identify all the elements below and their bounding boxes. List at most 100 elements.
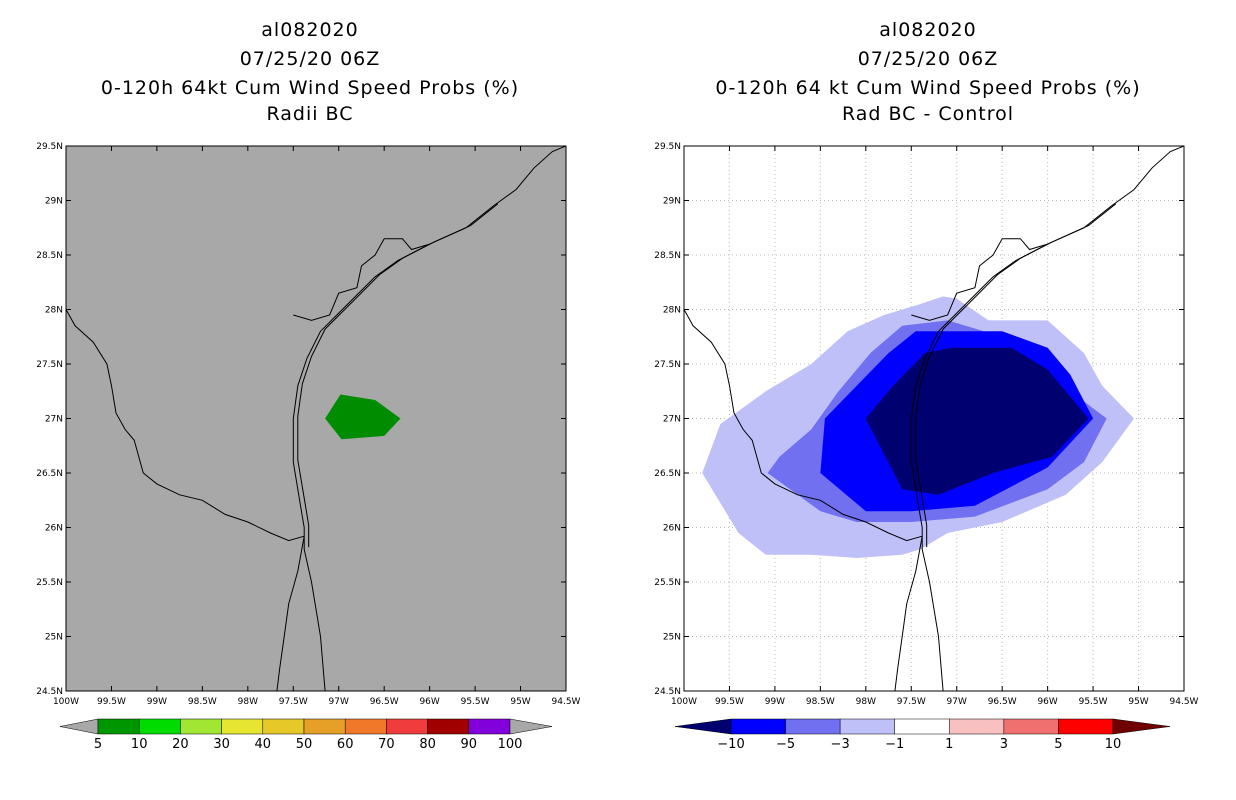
colorbar-label: −3: [831, 737, 850, 752]
x-tick-label: 96W: [419, 697, 439, 707]
colorbar-label: 20: [172, 737, 189, 752]
contour-region: [865, 347, 1089, 495]
left-title-datetime: 07/25/20 06Z: [239, 48, 381, 70]
x-tick-label: 94.5W: [1170, 697, 1199, 707]
colorbar-start-triangle: [59, 718, 99, 735]
x-tick-label: 95W: [1128, 697, 1148, 707]
colorbar-label: 70: [378, 737, 395, 752]
colorbar-label: 40: [255, 737, 272, 752]
y-tick-label: 24.5N: [36, 687, 63, 697]
y-tick-label: 29.5N: [654, 142, 681, 152]
coastline: [276, 536, 305, 691]
colorbar-label: 5: [94, 737, 102, 752]
x-tick-label: 97.5W: [897, 697, 926, 707]
colorbar-label: 3: [1000, 737, 1008, 752]
x-tick-label: 97.5W: [279, 697, 308, 707]
x-tick-label: 96.5W: [988, 697, 1017, 707]
contour-group: [702, 296, 1134, 558]
colorbar-label: 100: [498, 737, 523, 752]
x-tick-label: 96.5W: [370, 697, 399, 707]
colorbar-swatch: [1003, 718, 1059, 735]
y-tick-label: 29.5N: [36, 142, 63, 152]
coastline: [910, 146, 1184, 691]
x-tick-label: 98W: [856, 697, 876, 707]
y-tick-label: 26N: [663, 524, 681, 534]
colorbar-label: 30: [213, 737, 230, 752]
colorbar-label: 10: [131, 737, 148, 752]
x-tick-label: 99W: [765, 697, 785, 707]
y-tick-label: 27.5N: [36, 360, 63, 370]
right-title-product: 0-120h 64 kt Cum Wind Speed Probs (%): [715, 77, 1141, 99]
colorbar-swatch: [949, 718, 1005, 735]
colorbar-label: 80: [419, 737, 436, 752]
contour-group: [325, 394, 401, 440]
y-tick-label: 25.5N: [36, 578, 63, 588]
barrier-island: [297, 203, 499, 548]
left-title-product: 0-120h 64kt Cum Wind Speed Probs (%): [100, 77, 520, 99]
y-tick-label: 28.5N: [654, 251, 681, 261]
y-tick-label: 25.5N: [654, 578, 681, 588]
y-tick-label: 27N: [45, 415, 63, 425]
colorbar-swatch: [138, 718, 181, 735]
coastline: [894, 536, 923, 691]
colorbar-label: −10: [717, 737, 744, 752]
x-tick-label: 94.5W: [552, 697, 581, 707]
border-line: [684, 309, 923, 542]
right-title-storm-id: al082020: [879, 19, 977, 41]
x-tick-label: 97W: [947, 697, 967, 707]
colorbar-end-triangle: [509, 718, 553, 735]
colorbar-swatch: [97, 718, 140, 735]
colorbar-label: 90: [461, 737, 478, 752]
y-tick-label: 25N: [45, 633, 63, 643]
coastline: [911, 238, 1048, 321]
colorbar-swatch: [221, 718, 264, 735]
colorbar-swatch: [894, 718, 950, 735]
colorbar-start-triangle: [674, 718, 732, 735]
x-tick-label: 97W: [329, 697, 349, 707]
left-title-storm-id: al082020: [261, 19, 359, 41]
colorbar-label: −1: [885, 737, 904, 752]
right-difference-map: 100W 99.5W 99W 98.5W 98W 97.5W 97W 96.5W 96W 95.5…: [654, 142, 1199, 752]
y-tick-label: 24.5N: [654, 687, 681, 697]
y-tick-label: 27.5N: [654, 360, 681, 370]
colorbar-swatch: [427, 718, 470, 735]
y-tick-label: 26N: [45, 524, 63, 534]
right-title-block: al082020 07/25/20 06Z 0-120h 64 kt Cum W…: [668, 16, 1188, 129]
colorbar-swatch: [1058, 718, 1114, 735]
barrier-island: [915, 203, 1117, 548]
left-title-subtitle: Radii BC: [266, 103, 354, 125]
colorbar-swatch: [839, 718, 895, 735]
x-tick-label: 98.5W: [806, 697, 835, 707]
colorbar-swatch: [303, 718, 346, 735]
colorbar-swatch: [386, 718, 428, 735]
colorbar-label: 60: [337, 737, 354, 752]
x-tick-label: 98.5W: [188, 697, 217, 707]
colorbar-label: 5: [1054, 737, 1062, 752]
x-tick-label: 95.5W: [461, 697, 490, 707]
x-tick-label: 99.5W: [715, 697, 744, 707]
x-tick-label: 96W: [1037, 697, 1057, 707]
contour-region: [325, 394, 401, 440]
coastline: [292, 146, 566, 691]
y-tick-label: 28N: [663, 306, 681, 316]
colorbar-swatch: [730, 718, 786, 735]
border-line: [66, 309, 305, 542]
colorbar-swatch: [180, 718, 222, 735]
left-probability-map: 100W 99.5W 99W 98.5W 98W 97.5W 97W 96.5W 96W 95.5…: [36, 142, 581, 752]
left-title-block: al082020 07/25/20 06Z 0-120h 64kt Cum Wi…: [50, 16, 570, 129]
x-tick-label: 100W: [53, 697, 79, 707]
colorbar-label: 1: [945, 737, 953, 752]
colorbar-swatch: [262, 718, 305, 735]
colorbar-label: −5: [776, 737, 795, 752]
right-title-datetime: 07/25/20 06Z: [857, 48, 999, 70]
x-tick-label: 95W: [510, 697, 530, 707]
colorbar-swatch: [344, 718, 387, 735]
coastline: [293, 238, 430, 321]
y-tick-label: 29N: [45, 197, 63, 207]
y-tick-label: 26.5N: [654, 469, 681, 479]
x-tick-label: 95.5W: [1079, 697, 1108, 707]
colorbar-label: 50: [296, 737, 313, 752]
y-tick-label: 26.5N: [36, 469, 63, 479]
x-tick-label: 98W: [238, 697, 258, 707]
plot-background: [66, 146, 566, 691]
